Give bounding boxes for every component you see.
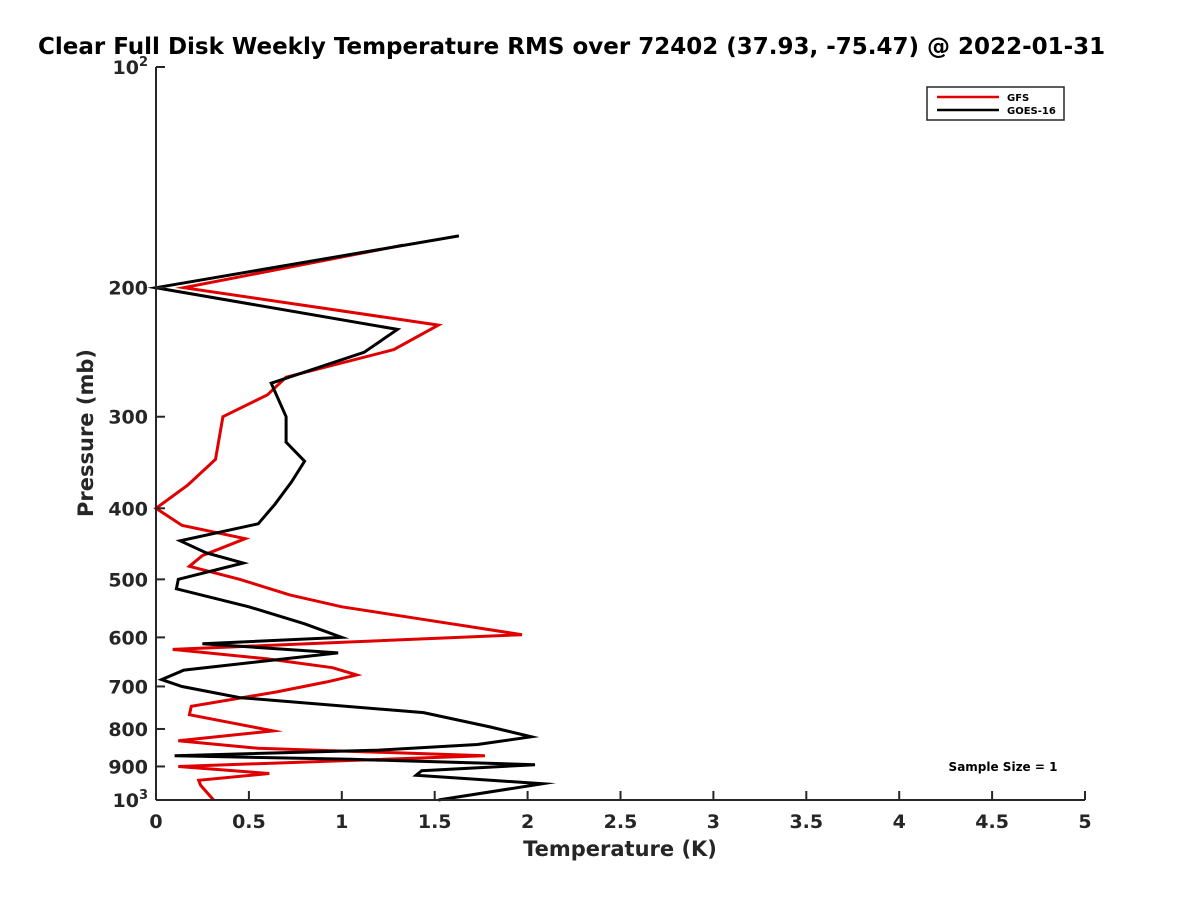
y-tick-label: 200 xyxy=(108,278,148,300)
plot-area xyxy=(147,234,557,802)
y-tick-label: 500 xyxy=(108,569,148,591)
y-tick-label: 800 xyxy=(108,719,148,741)
series-line-goes-16 xyxy=(147,234,557,802)
legend: GFS GOES-16 xyxy=(926,86,1065,121)
x-axis: 0 0.5 1 1.5 2 2.5 3 3.5 4 4.5 5 xyxy=(149,791,1092,833)
x-tick-label: 4 xyxy=(893,811,906,833)
y-tick-label: 400 xyxy=(108,498,148,520)
sample-size-annotation: Sample Size = 1 xyxy=(949,760,1058,774)
y-axis-label: Pressure (mb) xyxy=(74,349,98,517)
y-tick-label: 103 xyxy=(113,788,149,812)
legend-box xyxy=(926,86,1065,121)
y-tick-label: 102 xyxy=(113,55,149,79)
series-line-gfs xyxy=(153,243,523,801)
x-tick-label: 1 xyxy=(335,811,348,833)
chart-title: Clear Full Disk Weekly Temperature RMS o… xyxy=(38,34,1105,60)
y-tick-label: 300 xyxy=(108,407,148,429)
x-axis-label: Temperature (K) xyxy=(523,837,717,861)
x-tick-label: 3.5 xyxy=(789,811,823,833)
legend-label: GFS xyxy=(1007,93,1029,104)
y-tick-label: 700 xyxy=(108,676,148,698)
x-tick-label: 2.5 xyxy=(604,811,638,833)
y-tick-label: 900 xyxy=(108,756,148,778)
x-tick-label: 4.5 xyxy=(975,811,1009,833)
x-tick-label: 0 xyxy=(149,811,162,833)
legend-label: GOES-16 xyxy=(1007,106,1056,117)
x-tick-label: 0.5 xyxy=(232,811,266,833)
x-tick-label: 2 xyxy=(521,811,534,833)
y-tick-label: 600 xyxy=(108,627,148,649)
y-axis: 102 200 300 400 500 600 700 800 900 103 xyxy=(108,55,165,812)
x-tick-label: 1.5 xyxy=(418,811,452,833)
x-tick-label: 3 xyxy=(707,811,720,833)
x-tick-label: 5 xyxy=(1078,811,1091,833)
